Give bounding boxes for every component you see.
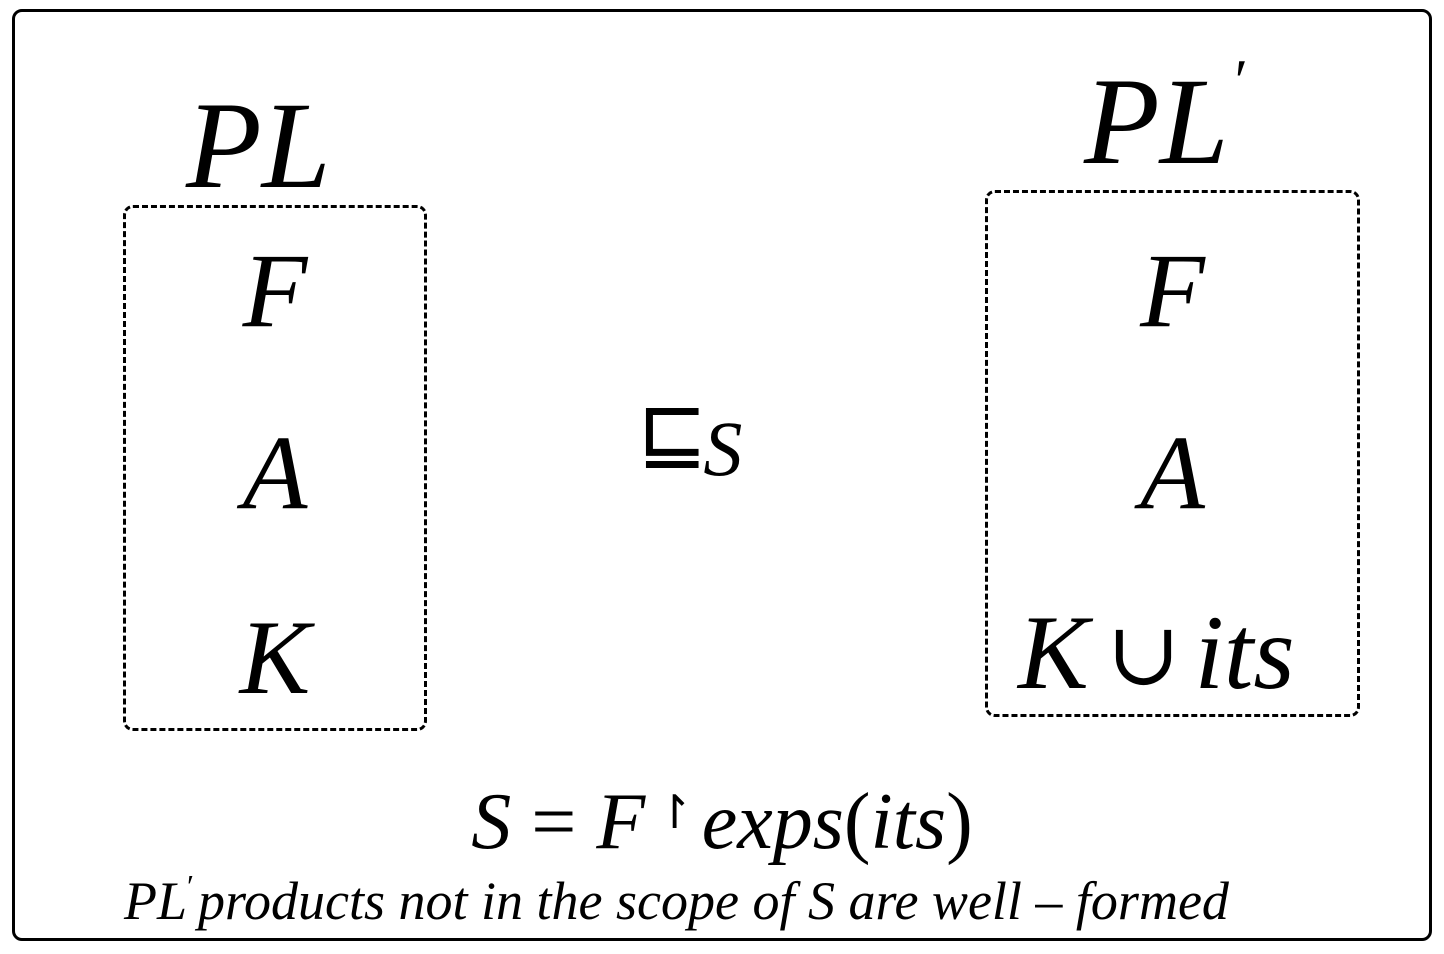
formula-close-paren: ) [946, 778, 973, 866]
formula-lhs: S [471, 778, 512, 866]
right-assets: A [1140, 414, 1205, 531]
left-mapping: K [239, 599, 311, 716]
footnote-subject: PL [124, 871, 188, 931]
formula-open-paren: ( [843, 778, 871, 866]
left-features: F [242, 232, 308, 349]
right-features: F [1140, 232, 1205, 349]
formula-equals: = [531, 778, 577, 866]
right-title-text: PL [1084, 53, 1229, 190]
footnote-prime: ′ [187, 868, 195, 904]
refinement-relation: ⊑S [637, 378, 742, 488]
formula-func: exps [701, 778, 844, 866]
formula-base: F [596, 778, 646, 866]
diagram-frame [12, 9, 1432, 941]
footnote: PL′products not in the scope of S are we… [124, 870, 1229, 931]
right-mapping-base: K [1018, 594, 1089, 711]
scope-formula: S = F ↾ exps(its) [0, 782, 1444, 862]
left-assets: A [242, 414, 308, 531]
formula-restrict: ↾ [655, 785, 694, 839]
union-symbol: ∪ [1106, 602, 1181, 705]
right-mapping: K ∪ its [1018, 600, 1295, 706]
refinement-operator: ⊑ [637, 383, 708, 481]
left-product-line-box [123, 205, 427, 731]
right-product-line-title: PL ′ [1084, 51, 1248, 184]
right-title-prime: ′ [1234, 48, 1248, 114]
right-product-line-box [985, 190, 1360, 717]
footnote-text: products not in the scope of S are well … [198, 871, 1229, 931]
refinement-subscript: S [703, 405, 743, 492]
right-mapping-extra: its [1194, 594, 1295, 711]
left-product-line-title: PL [186, 77, 331, 214]
formula-arg: its [870, 778, 947, 866]
